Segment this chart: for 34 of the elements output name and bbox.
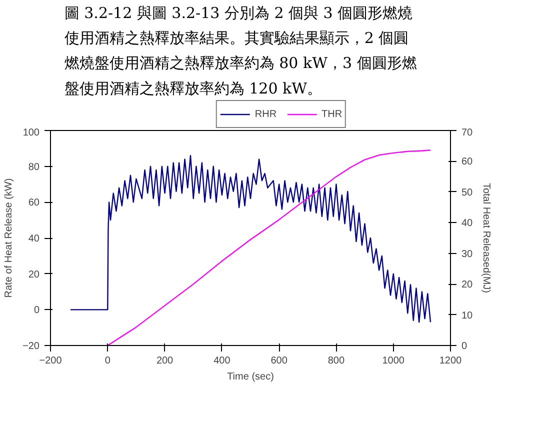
- text: 盤使用酒精之熱釋放率約為 120 kW。: [64, 79, 322, 98]
- legend-label: THR: [322, 108, 342, 120]
- y2-tick-label: 70: [462, 128, 474, 138]
- x-tick-label: 800: [328, 356, 345, 366]
- y-tick-label: 0: [34, 305, 40, 316]
- x-tick-label: 400: [214, 356, 231, 366]
- x-tick-label: 600: [270, 356, 288, 366]
- y2-tick-label: 10: [462, 310, 474, 322]
- x-tick-label: 1200: [439, 356, 462, 366]
- legend-label: RHR: [254, 108, 277, 120]
- line-series: [70, 154, 432, 323]
- y2-tick-label: 30: [462, 248, 474, 260]
- caption: 圖 3.2-12 與圖 3.2-13 分別為 2 個與 3 個圓形燃燒: [64, 4, 413, 22]
- y2-tick-label: 60: [462, 156, 474, 168]
- y2-tick-label: 50: [462, 187, 474, 198]
- line-series: [107, 150, 432, 346]
- x-tick-label: 200: [156, 356, 174, 366]
- y2-axis-title: Total Heat Released(MJ): [480, 182, 492, 294]
- x-tick-label: −200: [39, 356, 62, 366]
- y2-tick-label: 0: [462, 341, 468, 352]
- text: 燃燒盤使用酒精之熱釋放率約為 80 kW，3 個圓形燃: [64, 54, 417, 72]
- y-tick-label: −20: [22, 341, 40, 352]
- y-tick-label: 100: [22, 128, 40, 138]
- y2-tick-label: 20: [462, 280, 474, 291]
- y-tick-label: 60: [28, 198, 40, 209]
- x-tick-label: 1000: [382, 356, 405, 366]
- y-tick-label: 80: [28, 162, 40, 173]
- x-axis-title: Time (sec): [227, 372, 274, 382]
- x-tick-label: 0: [104, 356, 111, 366]
- y2-tick-label: 40: [462, 218, 474, 230]
- y-axis-title: Rate of Heat Release (kW): [4, 178, 15, 298]
- y-tick-label: 40: [28, 234, 40, 244]
- text: 使用酒精之熱釋放率結果。其實驗結果顯示，2 個圓: [64, 29, 409, 48]
- y-tick-label: 20: [28, 269, 40, 280]
